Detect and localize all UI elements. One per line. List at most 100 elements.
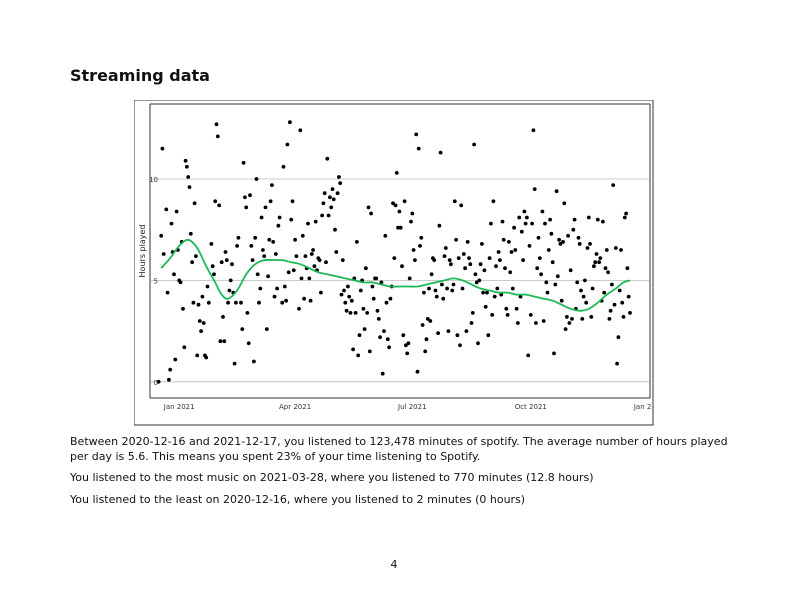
data-point xyxy=(445,286,449,291)
data-point xyxy=(405,351,410,356)
data-point xyxy=(601,219,605,224)
data-point xyxy=(535,266,540,271)
data-point xyxy=(509,250,514,254)
data-point xyxy=(549,231,554,236)
data-point xyxy=(321,201,326,206)
data-point xyxy=(277,215,282,220)
data-point xyxy=(544,280,549,285)
data-point xyxy=(186,175,191,179)
data-point xyxy=(337,175,341,179)
data-point xyxy=(504,306,509,311)
data-point xyxy=(307,276,312,281)
data-point xyxy=(244,205,249,210)
data-point xyxy=(541,319,546,323)
data-point xyxy=(221,315,225,319)
data-point xyxy=(382,329,386,333)
data-point xyxy=(214,122,219,127)
data-point xyxy=(361,306,366,311)
data-point xyxy=(492,294,497,299)
data-point xyxy=(325,156,330,161)
data-point xyxy=(353,311,358,315)
data-point xyxy=(285,142,290,147)
data-point xyxy=(335,191,340,196)
data-point xyxy=(626,294,631,299)
data-point xyxy=(185,164,189,169)
page-number: 4 xyxy=(390,558,398,571)
data-point xyxy=(436,331,440,335)
data-point xyxy=(562,201,567,206)
data-point xyxy=(598,256,603,260)
data-point xyxy=(486,333,491,338)
data-point xyxy=(259,215,264,220)
data-point xyxy=(367,349,372,354)
data-point xyxy=(217,203,221,208)
data-point xyxy=(540,209,545,214)
data-point xyxy=(568,268,573,273)
data-point xyxy=(401,333,406,338)
data-point xyxy=(500,219,505,224)
data-point xyxy=(299,276,304,281)
data-point xyxy=(413,258,417,262)
data-point xyxy=(257,300,261,305)
data-point xyxy=(561,240,565,244)
data-point xyxy=(385,337,390,342)
data-point xyxy=(369,211,373,216)
plot-frame xyxy=(134,100,654,426)
data-point xyxy=(268,199,273,204)
data-point xyxy=(559,298,564,303)
max-day-text: You listened to the most music on 2021-0… xyxy=(70,471,594,484)
data-point xyxy=(160,146,165,151)
data-point xyxy=(536,235,541,240)
data-point xyxy=(456,256,461,260)
data-point xyxy=(254,177,259,181)
data-point xyxy=(204,355,209,360)
data-point xyxy=(613,246,618,250)
data-point xyxy=(441,296,446,301)
data-point xyxy=(284,298,288,303)
data-point xyxy=(262,254,267,258)
data-point xyxy=(272,294,277,299)
data-point xyxy=(437,223,442,228)
data-point xyxy=(330,187,335,191)
data-point xyxy=(593,260,598,265)
data-point xyxy=(490,313,495,317)
data-point xyxy=(286,270,291,275)
data-point xyxy=(191,300,196,305)
data-point xyxy=(454,237,458,242)
data-point xyxy=(344,308,349,313)
data-point xyxy=(420,323,425,327)
data-point xyxy=(199,329,203,333)
data-point xyxy=(190,260,194,265)
data-point xyxy=(349,298,354,303)
data-point xyxy=(571,227,576,232)
data-point xyxy=(467,256,471,260)
data-point xyxy=(333,227,337,232)
data-point xyxy=(483,304,488,309)
grid-lines xyxy=(151,178,649,383)
data-point xyxy=(339,292,344,297)
data-point xyxy=(312,264,317,269)
data-point xyxy=(450,288,455,293)
data-point xyxy=(165,290,170,295)
data-point xyxy=(161,252,166,256)
data-point xyxy=(178,280,183,285)
data-point xyxy=(248,193,252,198)
x-tick-label: Jan 2021 xyxy=(163,403,195,411)
data-point xyxy=(481,290,485,295)
data-point xyxy=(443,246,448,250)
data-point xyxy=(519,229,524,234)
section-heading: Streaming data xyxy=(70,66,210,85)
data-point xyxy=(563,327,568,331)
data-point xyxy=(451,282,456,287)
data-point xyxy=(289,217,294,222)
data-point xyxy=(338,181,343,185)
data-point xyxy=(243,195,247,200)
data-point xyxy=(428,319,433,323)
data-point xyxy=(555,274,560,279)
data-point xyxy=(434,294,439,299)
data-point xyxy=(298,128,303,133)
data-point xyxy=(607,317,612,321)
data-point xyxy=(567,321,572,325)
data-point xyxy=(602,290,607,295)
data-point xyxy=(592,264,596,269)
